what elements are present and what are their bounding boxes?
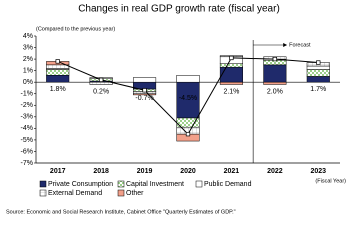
y-tick-label: -6% bbox=[21, 148, 33, 155]
value-label: 1.7% bbox=[310, 86, 326, 93]
bar-segment bbox=[263, 81, 287, 85]
legend-label: Capital Investment bbox=[126, 181, 184, 188]
bar-segment bbox=[219, 66, 243, 83]
legend-label: Other bbox=[126, 190, 144, 197]
y-tick-label: -3% bbox=[21, 114, 33, 121]
legend-label: Public Demand bbox=[204, 181, 252, 188]
bar-segment bbox=[46, 75, 70, 83]
y-tick-label: 4% bbox=[23, 33, 33, 40]
value-label: 1.8% bbox=[50, 86, 66, 93]
bar-segment bbox=[306, 76, 330, 83]
y-tick-label: 3% bbox=[23, 44, 33, 51]
x-tick-label: 2022 bbox=[267, 168, 283, 175]
x-tick-label: 2019 bbox=[137, 168, 153, 175]
value-label: -4.5% bbox=[179, 95, 197, 102]
legend-swatch bbox=[117, 189, 125, 197]
x-tick-label: 2018 bbox=[93, 168, 109, 175]
chart: Changes in real GDP growth rate (fiscal … bbox=[6, 4, 346, 216]
line-marker bbox=[272, 56, 278, 62]
bar-segment bbox=[133, 77, 157, 83]
legend-label: Private Consumption bbox=[48, 181, 113, 188]
x-tick-label: 2021 bbox=[224, 168, 240, 175]
x-tick-label: 2017 bbox=[50, 168, 66, 175]
value-label: -0.7% bbox=[135, 95, 153, 102]
y-tick-label: -4% bbox=[21, 125, 33, 132]
y-tick-label: -7% bbox=[21, 160, 33, 167]
bar-segment bbox=[263, 64, 287, 83]
bar-segment bbox=[306, 65, 330, 70]
legend-swatch bbox=[117, 180, 125, 188]
line-marker bbox=[185, 131, 191, 137]
annotation: Forecast bbox=[289, 42, 311, 48]
x-tick-label: 2020 bbox=[180, 168, 196, 175]
line-marker bbox=[98, 77, 104, 83]
value-label: 0.2% bbox=[93, 88, 109, 95]
bar-segment bbox=[46, 64, 70, 69]
line-marker bbox=[316, 60, 321, 65]
legend-swatch bbox=[39, 189, 47, 197]
bar-segment bbox=[219, 81, 243, 85]
y-tick-label: 2% bbox=[23, 56, 33, 63]
forecast-arrowhead bbox=[283, 43, 288, 47]
bar-segment bbox=[133, 93, 157, 96]
bar-segment bbox=[89, 81, 113, 85]
line-marker bbox=[142, 88, 147, 93]
bar-segment bbox=[46, 69, 70, 76]
y-tick-label: 0% bbox=[23, 79, 33, 86]
y-tick-label: -2% bbox=[21, 102, 33, 109]
x-axis-label: (Fiscal Year) bbox=[315, 178, 346, 184]
chart-title: Changes in real GDP growth rate (fiscal … bbox=[78, 4, 280, 15]
legend-swatch bbox=[39, 180, 47, 188]
legend-swatch bbox=[195, 180, 203, 188]
legend-label: External Demand bbox=[48, 190, 102, 197]
source: Source: Economic and Social Research Ins… bbox=[6, 209, 236, 215]
bar-segment bbox=[176, 75, 200, 83]
line-marker bbox=[55, 59, 60, 64]
bar-segment bbox=[219, 63, 243, 68]
y-tick-label: -5% bbox=[21, 137, 33, 144]
bar-segment bbox=[306, 69, 330, 77]
x-tick-label: 2023 bbox=[310, 168, 326, 175]
line-marker bbox=[229, 55, 234, 61]
value-label: 2.1% bbox=[223, 88, 239, 95]
value-label: 2.0% bbox=[267, 88, 283, 95]
y-tick-label: -1% bbox=[21, 91, 33, 98]
y-tick-label: 1% bbox=[23, 67, 33, 74]
chart-subtitle: (Compared to the previous year) bbox=[36, 26, 115, 32]
